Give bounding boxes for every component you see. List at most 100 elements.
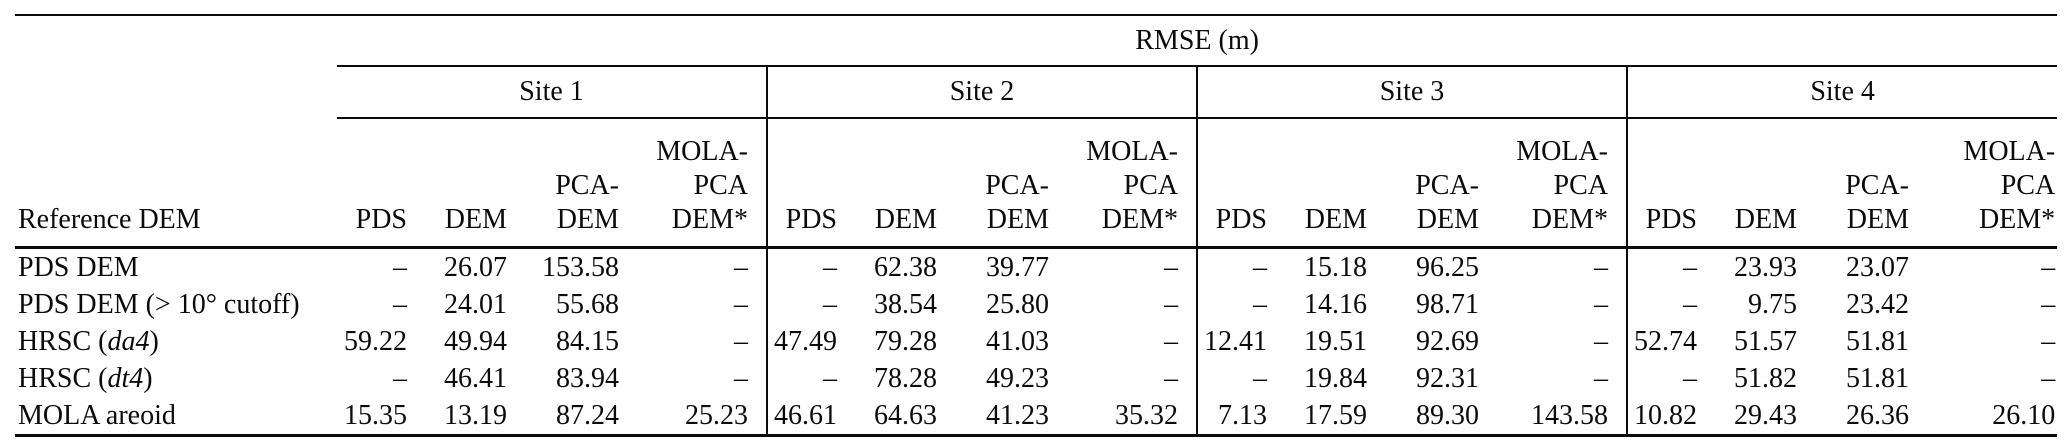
col-header-line: PCA — [1123, 170, 1178, 201]
col-header-line: DEM — [1416, 204, 1479, 235]
col-header-line: PCA- — [985, 170, 1049, 201]
value-cell: – — [1594, 326, 1608, 357]
site-header-3: Site 3 — [1196, 66, 1627, 119]
row-label-post: ) — [149, 326, 159, 357]
col-header-line: DEM* — [1531, 204, 1608, 235]
col-header-line: PCA- — [1845, 170, 1909, 201]
value-cell: – — [1594, 363, 1608, 394]
col-header-site1-mola-pca-dem: MOLA- PCA DEM* — [637, 118, 767, 249]
value-cell: 84.15 — [556, 326, 619, 357]
value-cell: 51.81 — [1846, 363, 1909, 394]
row-label-pre: HRSC ( — [18, 326, 108, 357]
col-header-line: DEM — [986, 204, 1049, 235]
col-header-line: DEM* — [671, 204, 748, 235]
ref-column-spacer — [15, 15, 337, 66]
col-header-site1-dem: DEM — [425, 118, 525, 249]
value-cell: 15.35 — [344, 400, 407, 431]
value-cell: – — [1164, 326, 1178, 357]
value-cell: 38.54 — [874, 289, 937, 320]
col-header-line: DEM — [444, 204, 507, 235]
row-label-pre: PDS DEM — [18, 252, 139, 283]
row-label-italic: dt4 — [107, 363, 144, 394]
table-row: MOLA areoid 15.35 13.19 87.24 25.23 46.61 64.6… — [15, 397, 2057, 436]
value-cell: – — [1626, 286, 1715, 323]
row-label: PDS DEM (> 10° cutoff) — [15, 286, 337, 323]
row-label-pre: HRSC ( — [18, 363, 108, 394]
value-cell: 49.23 — [986, 363, 1049, 394]
value-cell: 15.18 — [1304, 252, 1367, 283]
value-cell: 23.93 — [1734, 252, 1797, 283]
value-cell: – — [1196, 286, 1285, 323]
value-cell: 12.41 — [1196, 323, 1285, 360]
row-label: MOLA areoid — [15, 397, 337, 436]
value-cell: – — [393, 289, 407, 320]
value-cell: 19.51 — [1304, 326, 1367, 357]
value-cell: 19.84 — [1304, 363, 1367, 394]
value-cell: 25.80 — [986, 289, 1049, 320]
value-cell: 83.94 — [556, 363, 619, 394]
value-cell: 92.31 — [1416, 363, 1479, 394]
value-cell: 59.22 — [344, 326, 407, 357]
value-cell: 98.71 — [1416, 289, 1479, 320]
value-cell: – — [1164, 363, 1178, 394]
col-header-line: PDS — [355, 204, 407, 235]
value-cell: – — [1196, 247, 1285, 286]
col-header-line: MOLA- — [1963, 136, 2056, 167]
col-header-line: PCA — [1553, 170, 1608, 201]
col-header-line: MOLA- — [656, 136, 748, 167]
value-cell: 52.74 — [1626, 323, 1715, 360]
value-cell: 7.13 — [1196, 397, 1285, 436]
value-cell: 35.32 — [1115, 400, 1178, 431]
value-cell: 55.68 — [556, 289, 619, 320]
table-row: HRSC (dt4) –46.41 83.94– –78.28 49.23– –19.84… — [15, 360, 2057, 397]
col-header-line: DEM — [1734, 204, 1797, 235]
value-cell: 14.16 — [1304, 289, 1367, 320]
site-header-4: Site 4 — [1625, 66, 2058, 119]
value-cell: – — [1594, 289, 1608, 320]
value-cell: 13.19 — [444, 400, 507, 431]
value-cell: – — [766, 286, 855, 323]
value-cell: – — [1594, 252, 1608, 283]
value-cell: 143.58 — [1531, 400, 1608, 431]
col-header-line: PDS — [1645, 204, 1697, 235]
value-cell: 17.59 — [1304, 400, 1367, 431]
col-header-line: PDS — [1215, 204, 1267, 235]
value-cell: 10.82 — [1626, 397, 1715, 436]
row-label-post: ) — [143, 363, 153, 394]
col-header-site2-pca-dem: PCA- DEM — [955, 118, 1067, 249]
value-cell: – — [766, 360, 855, 397]
col-header-site2-mola-pca-dem: MOLA- PCA DEM* — [1067, 118, 1197, 249]
value-cell: – — [734, 252, 748, 283]
col-header-line: DEM* — [1101, 204, 1178, 235]
col-header-site4-pca-dem: PCA- DEM — [1815, 118, 1927, 249]
col-header-line: MOLA- — [1086, 136, 1178, 167]
value-cell: 51.57 — [1734, 326, 1797, 357]
value-cell: – — [2041, 326, 2056, 357]
value-cell: 79.28 — [874, 326, 937, 357]
value-cell: 23.42 — [1846, 289, 1909, 320]
value-cell: – — [734, 326, 748, 357]
table-row: HRSC (da4) 59.22 49.94 84.15–47.49 79.28 41.0… — [15, 323, 2057, 360]
value-cell: – — [2041, 252, 2056, 283]
table-row: PDS DEM (> 10° cutoff) –24.01 55.68– –38.54… — [15, 286, 2057, 323]
table-title: RMSE (m) — [337, 15, 2058, 67]
value-cell: – — [734, 289, 748, 320]
value-cell: 25.23 — [685, 400, 748, 431]
value-cell: 47.49 — [766, 323, 855, 360]
value-cell: 62.38 — [874, 252, 937, 283]
value-cell: 64.63 — [874, 400, 937, 431]
col-header-site3-pca-dem: PCA- DEM — [1385, 118, 1497, 249]
value-cell: – — [2041, 289, 2056, 320]
col-header-site1-pca-dem: PCA- DEM — [525, 118, 637, 249]
row-label: PDS DEM — [15, 248, 337, 287]
value-cell: 87.24 — [556, 400, 619, 431]
value-cell: 153.58 — [542, 252, 619, 283]
value-cell: – — [1626, 247, 1715, 286]
row-label-pre: MOLA areoid — [18, 400, 176, 431]
value-cell: 78.28 — [874, 363, 937, 394]
value-cell: – — [1626, 360, 1715, 397]
value-cell: 46.41 — [444, 363, 507, 394]
value-cell: 41.03 — [986, 326, 1049, 357]
col-header-site3-mola-pca-dem: MOLA- PCA DEM* — [1497, 118, 1627, 249]
